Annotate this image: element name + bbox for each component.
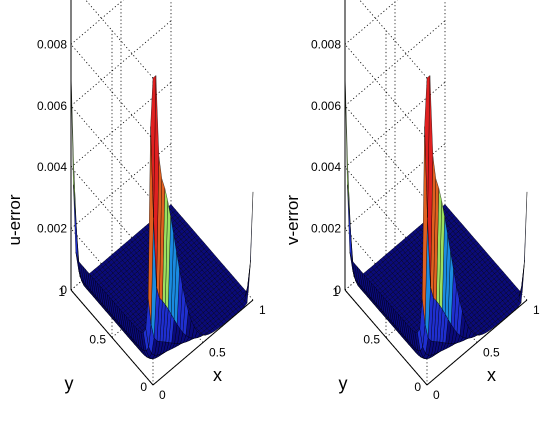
z-tick-label: 0 — [334, 283, 341, 297]
surface-patch — [70, 72, 77, 229]
y-axis-line — [70, 289, 154, 386]
gridline-z — [344, 44, 428, 140]
z-tick-label: 0.006 — [37, 99, 67, 113]
x-tick-label: 0 — [159, 388, 166, 402]
y-tick-label: 0 — [140, 380, 147, 394]
surface-patch — [344, 72, 351, 229]
y-axis-line — [344, 289, 428, 386]
x-tick-label: 0 — [433, 388, 440, 402]
z-tick-label: 0.002 — [37, 222, 67, 236]
surface-patch — [521, 191, 528, 287]
surface-mesh — [70, 72, 254, 360]
gridline-z — [85, 0, 154, 79]
z-axis-label: u-error — [5, 194, 24, 245]
x-tick-label: 1 — [533, 303, 540, 317]
y-tick-label: 1 — [332, 285, 339, 299]
z-tick-label: 0.006 — [311, 99, 341, 113]
x-tick-label: 0.5 — [209, 346, 226, 360]
gridline-z — [70, 105, 154, 202]
y-tick-label: 0.5 — [89, 333, 106, 347]
x-tick-label: 0.5 — [483, 346, 500, 360]
z-tick-label: 0.002 — [311, 222, 341, 236]
z-tick-label: 0.008 — [311, 37, 341, 51]
surface-patch — [73, 184, 79, 271]
z-tick-label: 0.004 — [37, 160, 67, 174]
surface-mesh — [344, 72, 528, 360]
gridline-z — [344, 228, 428, 324]
y-axis-label: y — [65, 373, 74, 393]
y-axis-label: y — [339, 373, 348, 393]
surface-patch — [518, 265, 525, 304]
gridline-z — [344, 105, 428, 202]
z-axis-label: v-error — [283, 195, 302, 245]
x-axis-label: x — [487, 365, 496, 385]
x-tick-label: 1 — [259, 303, 266, 317]
z-tick-label: 0 — [60, 283, 67, 297]
z-tick-label: 0.004 — [311, 160, 341, 174]
surface-patch — [247, 191, 254, 287]
x-axis-line — [426, 299, 528, 386]
surface-patch — [424, 75, 431, 218]
x-axis-line — [152, 299, 254, 386]
gridline-z — [344, 166, 428, 263]
y-tick-label: 1 — [58, 285, 65, 299]
surface-patch — [150, 75, 157, 218]
gridline-z — [359, 0, 428, 79]
gridline-z — [70, 166, 154, 263]
z-tick-label: 0.008 — [37, 37, 67, 51]
gridline-z — [70, 228, 154, 324]
u-error-surface-plot: 00.0020.0040.0060.0080.0100.5100.51u-err… — [5, 0, 266, 402]
gridline-z — [70, 44, 154, 140]
v-error-surface-plot: 00.0020.0040.0060.0080.0100.5100.51v-err… — [283, 0, 540, 402]
y-tick-label: 0.5 — [363, 333, 380, 347]
surface-patch — [244, 265, 251, 304]
y-tick-label: 0 — [414, 380, 421, 394]
x-axis-label: x — [213, 365, 222, 385]
surface-patch — [347, 184, 353, 271]
